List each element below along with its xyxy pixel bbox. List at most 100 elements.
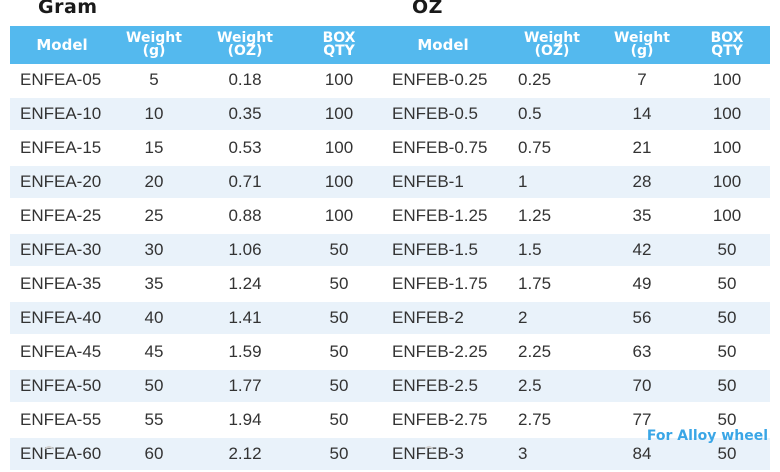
gram-cell-model: ENFEA-25	[10, 199, 114, 234]
gram-cell-model: ENFEA-05	[10, 64, 114, 98]
gram-col-box-qty: BOX QTY	[296, 26, 382, 64]
oz-col-box-line1: BOX	[710, 30, 744, 46]
gram-cell-weight-oz: 1.24	[194, 267, 296, 302]
gram-col-weight-oz-line2: (OZ)	[227, 43, 263, 59]
oz-cell-model: ENFEB-2.5	[382, 369, 504, 404]
oz-cell-weight-oz: 2.75	[504, 403, 600, 438]
oz-cell-weight-oz: 2.25	[504, 335, 600, 370]
table-row: ENFEB-1 1 28 100	[382, 165, 770, 200]
table-row: ENFEA-25 25 0.88 100	[10, 199, 382, 234]
gram-cell-model: ENFEA-60	[10, 437, 114, 472]
gram-cell-box-qty: 50	[296, 437, 382, 472]
oz-col-box-line2: QTY	[711, 43, 743, 59]
gram-cell-model: ENFEA-45	[10, 335, 114, 370]
gram-cell-box-qty: 100	[296, 199, 382, 234]
oz-col-model-label: Model	[417, 35, 469, 54]
table-row: ENFEA-05 5 0.18 100	[10, 64, 382, 98]
gram-cell-weight-oz: 1.06	[194, 233, 296, 268]
gram-cell-box-qty: 50	[296, 335, 382, 370]
oz-cell-box-qty: 50	[684, 335, 770, 370]
table-row: ENFEB-2 2 56 50	[382, 301, 770, 336]
gram-cell-weight-oz: 1.94	[194, 403, 296, 438]
table-row: ENFEB-1.75 1.75 49 50	[382, 267, 770, 302]
table-row: ENFEB-2.25 2.25 63 50	[382, 335, 770, 370]
gram-cell-weight-oz: 1.41	[194, 301, 296, 336]
oz-cell-weight-oz: 1.5	[504, 233, 600, 268]
gram-cell-box-qty: 100	[296, 97, 382, 132]
oz-cell-weight-oz: 0.5	[504, 97, 600, 132]
oz-cell-weight-oz: 2	[504, 301, 600, 336]
oz-col-weight-oz: Weight (OZ)	[504, 26, 600, 64]
oz-cell-box-qty: 100	[684, 199, 770, 234]
gram-col-model-label: Model	[36, 35, 88, 54]
gram-cell-box-qty: 100	[296, 165, 382, 200]
oz-cell-box-qty: 50	[684, 301, 770, 336]
oz-col-box-qty: BOX QTY	[684, 26, 770, 64]
oz-cell-box-qty: 100	[684, 64, 770, 98]
gram-cell-box-qty: 50	[296, 233, 382, 268]
table-row: ENFEB-0.25 0.25 7 100	[382, 64, 770, 98]
table-row: ENFEB-0.5 0.5 14 100	[382, 97, 770, 132]
gram-col-weight-oz-line1: Weight	[217, 30, 273, 46]
oz-table-header-row: Model Weight (OZ) Weight (g) BOX QTY	[382, 26, 770, 64]
oz-cell-model: ENFEB-0.5	[382, 97, 504, 132]
oz-cell-weight-g: 77	[600, 403, 684, 438]
oz-cell-box-qty: 100	[684, 165, 770, 200]
oz-cell-weight-oz: 3	[504, 437, 600, 472]
oz-col-model: Model	[382, 26, 504, 64]
table-row: ENFEA-45 45 1.59 50	[10, 335, 382, 370]
oz-col-weight-g-line2: (g)	[630, 43, 654, 59]
gram-cell-weight-g: 20	[114, 165, 194, 200]
oz-cell-model: ENFEB-2.75	[382, 403, 504, 438]
gram-col-model: Model	[10, 26, 114, 64]
table-row: ENFEB-2.75 2.75 77 50	[382, 403, 770, 438]
gram-col-weight-g-line2: (g)	[142, 43, 166, 59]
gram-cell-weight-oz: 2.12	[194, 437, 296, 472]
table-row: ENFEA-55 55 1.94 50	[10, 403, 382, 438]
oz-col-weight-g-line1: Weight	[614, 30, 670, 46]
footer-note: For Alloy wheel	[646, 428, 768, 444]
table-row: ENFEA-30 30 1.06 50	[10, 233, 382, 268]
oz-cell-box-qty: 100	[684, 97, 770, 132]
table-row: ENFEB-1.5 1.5 42 50	[382, 233, 770, 268]
oz-cell-weight-g: 42	[600, 233, 684, 268]
oz-cell-weight-g: 56	[600, 301, 684, 336]
gram-cell-weight-g: 15	[114, 131, 194, 166]
oz-cell-weight-oz: 0.75	[504, 131, 600, 166]
oz-cell-box-qty: 50	[684, 369, 770, 404]
gram-cell-weight-g: 55	[114, 403, 194, 438]
gram-cell-model: ENFEA-35	[10, 267, 114, 302]
table-row: ENFEA-35 35 1.24 50	[10, 267, 382, 302]
gram-cell-weight-g: 45	[114, 335, 194, 370]
oz-cell-weight-g: 28	[600, 165, 684, 200]
oz-cell-model: ENFEB-0.25	[382, 64, 504, 98]
gram-cell-weight-g: 50	[114, 369, 194, 404]
table-row: ENFEB-1.25 1.25 35 100	[382, 199, 770, 234]
oz-cell-model: ENFEB-1.25	[382, 199, 504, 234]
oz-cell-weight-g: 21	[600, 131, 684, 166]
gram-cell-model: ENFEA-50	[10, 369, 114, 404]
table-row: ENFEB-0.75 0.75 21 100	[382, 131, 770, 166]
gram-cell-box-qty: 50	[296, 369, 382, 404]
oz-col-weight-g: Weight (g)	[600, 26, 684, 64]
oz-col-weight-oz-line1: Weight	[524, 30, 580, 46]
gram-cell-weight-oz: 0.35	[194, 97, 296, 132]
gram-section-title: Gram	[38, 0, 98, 18]
gram-cell-weight-g: 5	[114, 64, 194, 98]
gram-cell-model: ENFEA-55	[10, 403, 114, 438]
oz-cell-model: ENFEB-1.5	[382, 233, 504, 268]
gram-cell-model: ENFEA-10	[10, 97, 114, 132]
gram-cell-weight-oz: 0.53	[194, 131, 296, 166]
gram-cell-weight-g: 40	[114, 301, 194, 336]
oz-cell-weight-g: 63	[600, 335, 684, 370]
table-row: ENFEB-2.5 2.5 70 50	[382, 369, 770, 404]
table-row: ENFEA-10 10 0.35 100	[10, 97, 382, 132]
gram-cell-weight-oz: 1.77	[194, 369, 296, 404]
oz-section-title: OZ	[412, 0, 443, 18]
gram-col-weight-g: Weight (g)	[114, 26, 194, 64]
gram-cell-weight-g: 60	[114, 437, 194, 472]
gram-cell-box-qty: 100	[296, 131, 382, 166]
gram-cell-model: ENFEA-20	[10, 165, 114, 200]
oz-cell-weight-g: 14	[600, 97, 684, 132]
gram-cell-box-qty: 50	[296, 267, 382, 302]
